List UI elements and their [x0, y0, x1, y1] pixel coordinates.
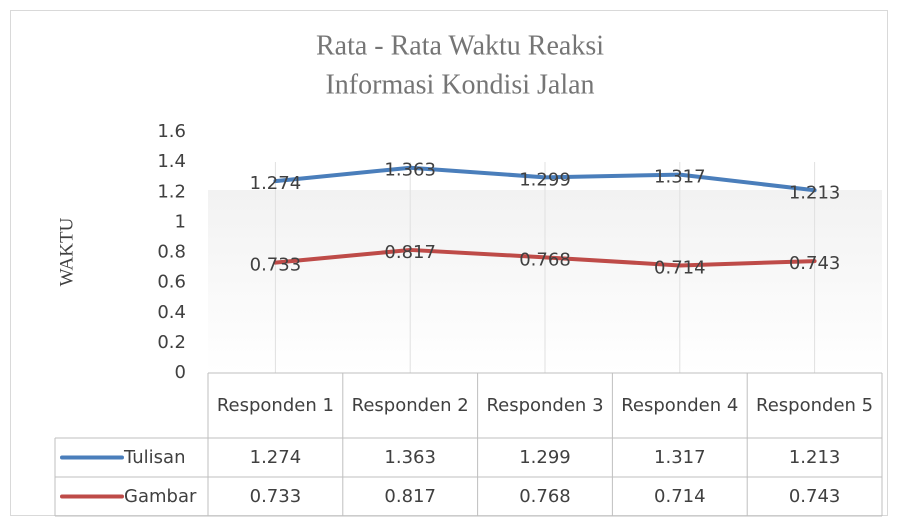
table-value: 0.768	[519, 485, 571, 507]
data-label: 0.768	[519, 249, 571, 270]
y-axis-title: WAKTU	[56, 217, 77, 286]
table-value: 0.733	[249, 485, 302, 507]
table-value: 1.317	[654, 446, 706, 468]
table-value: 0.714	[654, 485, 706, 507]
table-value: 0.743	[788, 485, 841, 507]
y-tick-label: 0.4	[157, 302, 186, 323]
chart-subtitle: Informasi Kondisi Jalan	[325, 69, 594, 100]
table-value: 1.299	[519, 446, 571, 468]
table-value: 0.817	[384, 485, 436, 507]
table-value: 1.213	[788, 446, 841, 468]
y-tick-label: 0	[175, 362, 186, 383]
x-tick-label: Responden 2	[351, 394, 469, 416]
data-label: 1.299	[519, 169, 571, 190]
data-label: 1.213	[789, 182, 841, 203]
y-tick-label: 0.6	[157, 272, 186, 293]
y-tick-label: 1.4	[157, 151, 186, 172]
x-tick-label: Responden 1	[216, 394, 334, 416]
data-label: 0.714	[654, 257, 706, 278]
table-value: 1.363	[384, 446, 436, 468]
y-tick-label: 1.2	[157, 181, 186, 202]
series-line	[273, 247, 817, 268]
x-tick-label: Responden 3	[486, 394, 604, 416]
data-label: 0.743	[789, 253, 841, 274]
series-line	[273, 165, 817, 193]
data-label: 1.317	[654, 167, 706, 188]
x-tick-label: Responden 5	[756, 394, 874, 416]
y-tick-label: 0.2	[157, 332, 186, 353]
y-tick-label: 0.8	[157, 242, 186, 263]
x-tick-label: Responden 4	[621, 394, 739, 416]
data-label: 0.733	[250, 255, 302, 276]
y-tick-label: 1.6	[157, 121, 186, 142]
legend-label: Tulisan	[124, 446, 186, 468]
data-label: 1.274	[250, 173, 302, 194]
y-tick-label: 1	[175, 211, 186, 232]
table-value: 1.274	[249, 446, 302, 468]
legend-label: Gambar	[124, 485, 197, 507]
chart-title: Rata - Rata Waktu Reaksi	[316, 30, 604, 61]
data-label: 0.817	[384, 242, 436, 263]
data-label: 1.363	[384, 160, 436, 181]
